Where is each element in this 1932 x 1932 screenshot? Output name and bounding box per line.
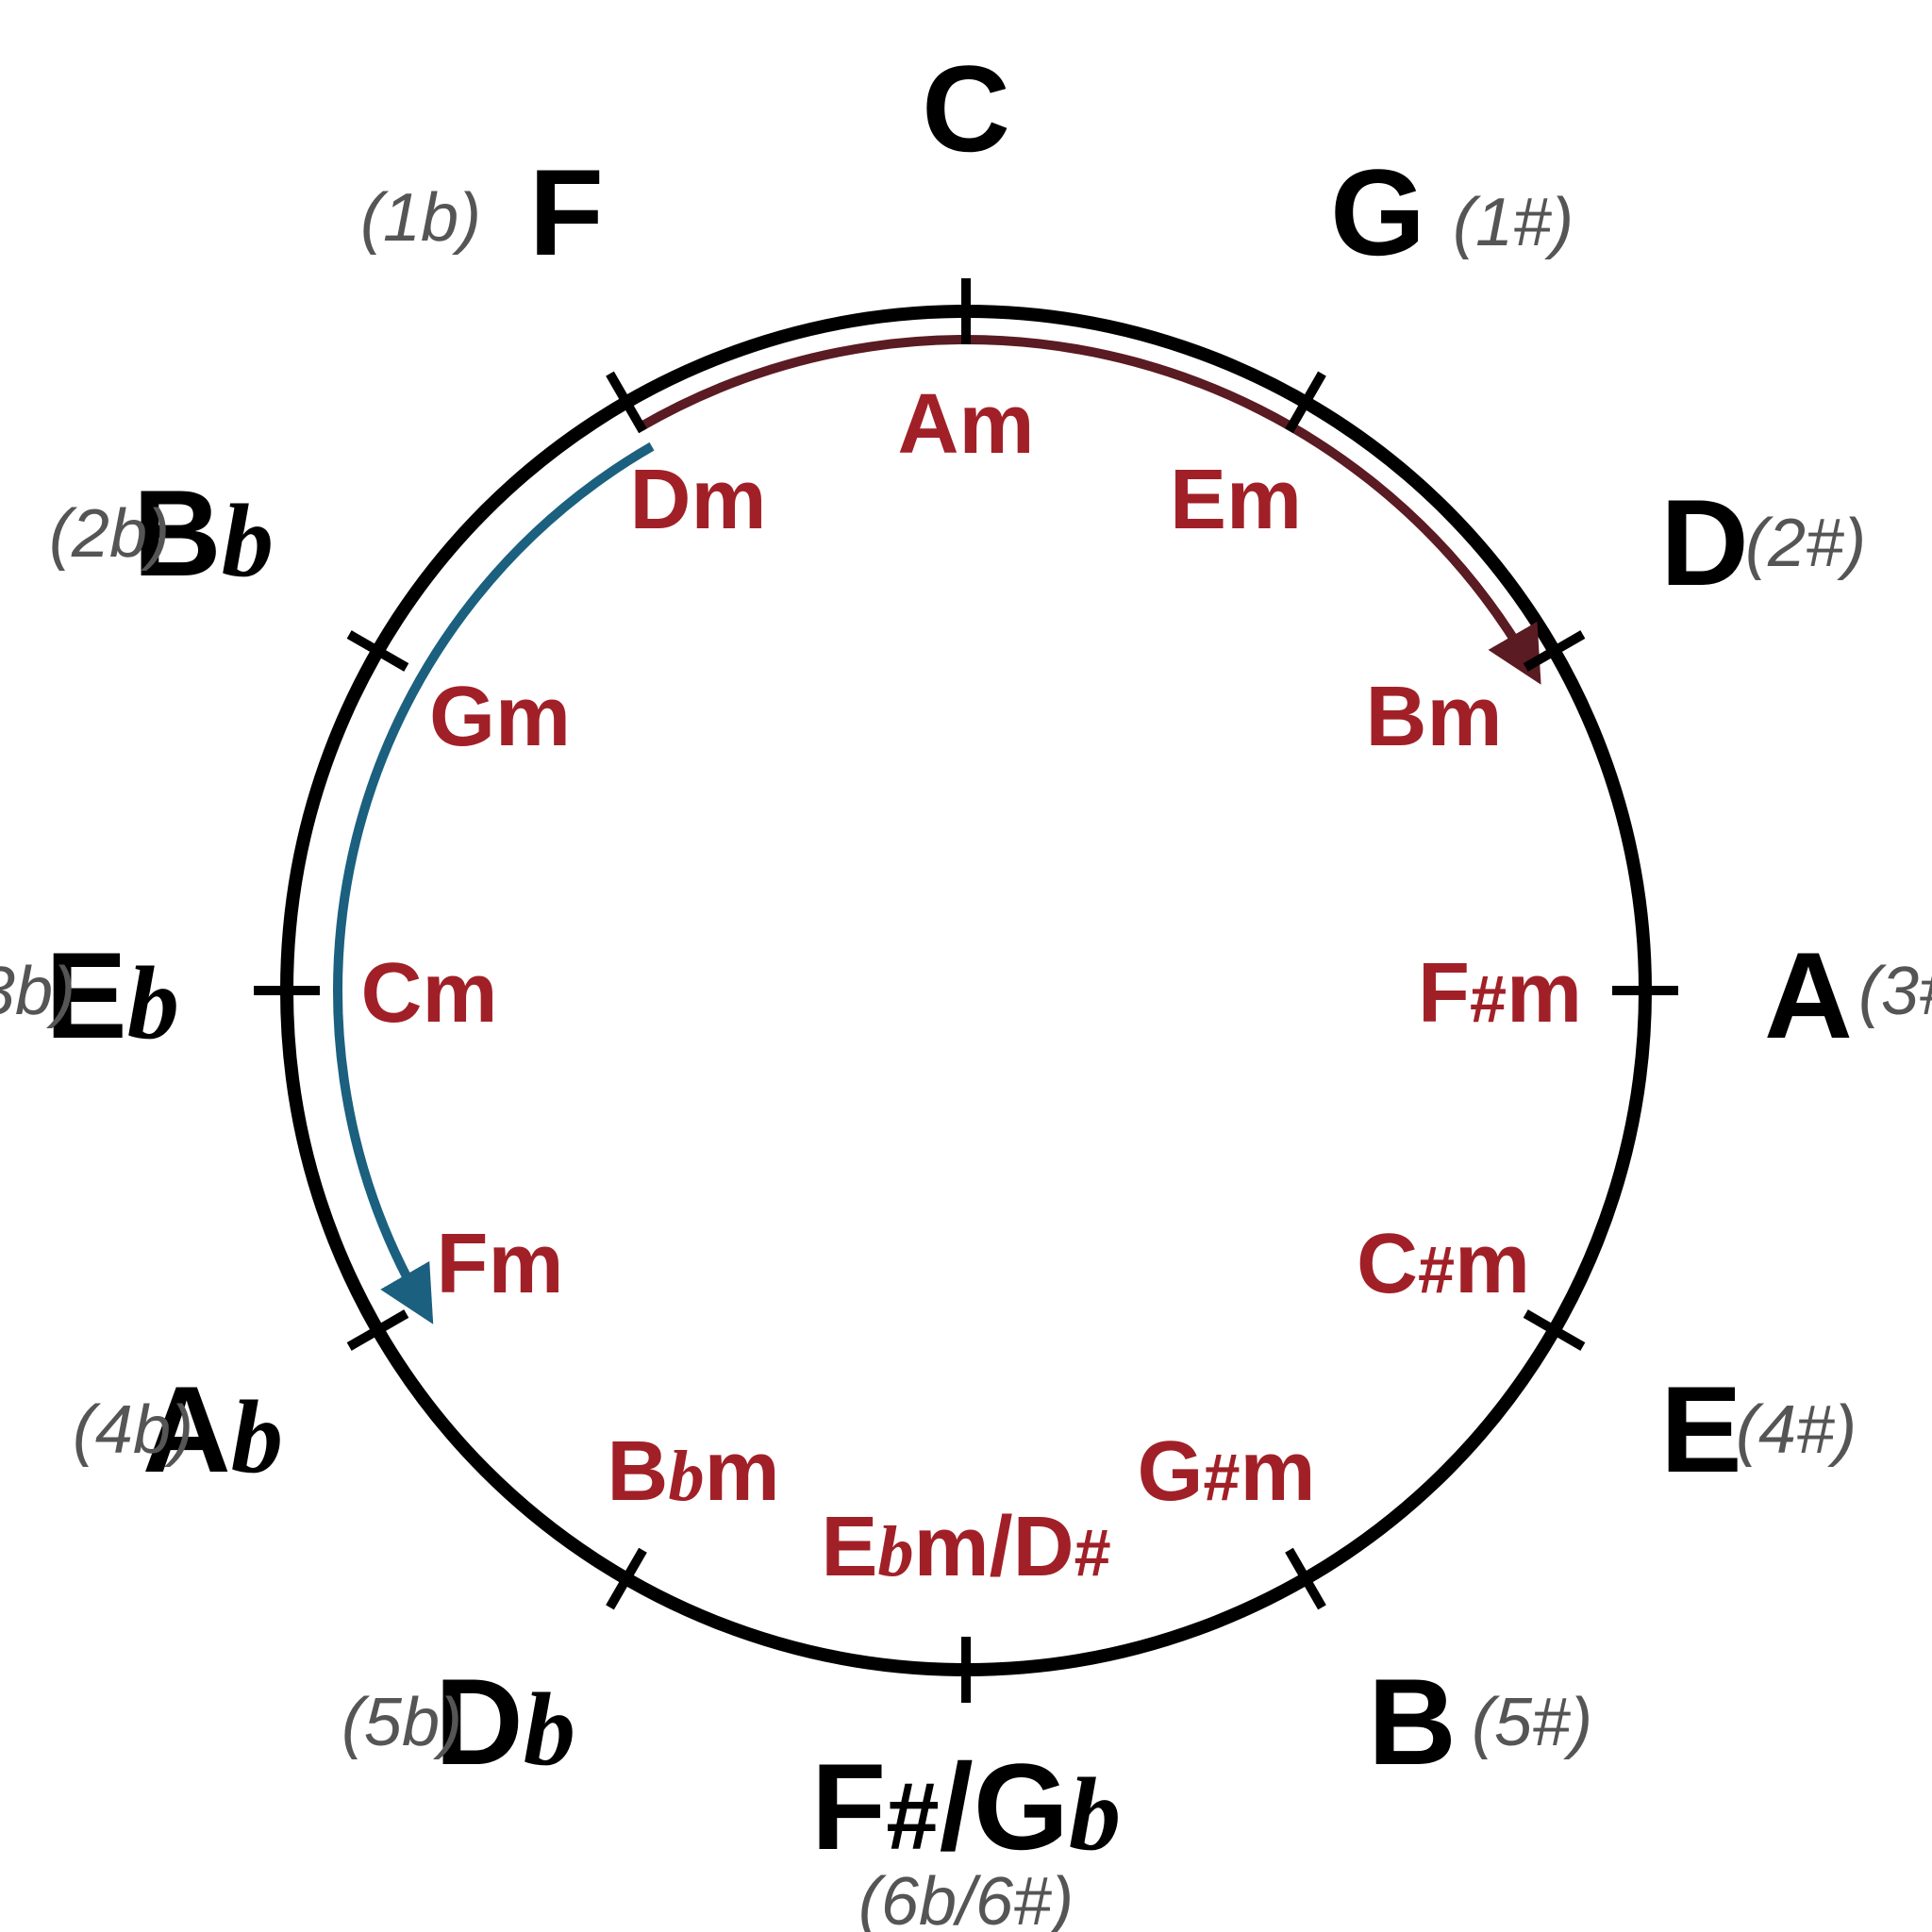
minor-key-label: Bm [1365, 670, 1502, 764]
minor-key-label: C#m [1357, 1217, 1530, 1311]
minor-key-labels: Am Em Bm F#m C#m G#m Ebm/D# Bbm Fm Cm Gm Dm [360, 377, 1582, 1594]
minor-key-label: G#m [1137, 1424, 1315, 1519]
major-key-label: G [1330, 143, 1425, 281]
major-key-label: F [529, 143, 604, 281]
sharps-direction-arc [641, 340, 1530, 665]
accidental-count-label: (6b/6#) [858, 1864, 1074, 1932]
minor-key-label: Fm [437, 1217, 564, 1311]
accidental-count-label: (3#) [1858, 954, 1932, 1029]
circle-of-fifths-diagram: CGDAEBF#/GbDbAbEbBbF AmEmBmF#mC#mG#mEbm/… [0, 0, 1932, 1932]
minor-key-label: Gm [429, 670, 571, 764]
minor-key-label: Dm [629, 453, 766, 547]
accidental-count-label: (5b) [341, 1685, 462, 1760]
major-key-label: E [1660, 1360, 1742, 1498]
major-key-label: D [1660, 474, 1749, 611]
flats-direction-arc [338, 446, 652, 1305]
accidental-count-label: (3b) [0, 954, 75, 1029]
accidental-count-label: (1#) [1453, 185, 1574, 260]
accidental-count-label: (1b) [360, 180, 481, 256]
accidental-count-label: (4b) [73, 1392, 193, 1468]
accidental-count-label: (2#) [1745, 506, 1866, 581]
minor-key-label: Em [1170, 453, 1302, 547]
major-key-label: F#/Gb [811, 1738, 1121, 1875]
major-key-label: C [922, 40, 1010, 177]
accidental-count-label: (5#) [1472, 1685, 1592, 1760]
minor-key-label: Bbm [607, 1424, 779, 1519]
minor-key-label: F#m [1418, 946, 1582, 1041]
minor-key-label: Cm [360, 946, 497, 1041]
major-key-label: B [1368, 1653, 1457, 1790]
minor-key-label: Am [897, 377, 1034, 472]
minor-key-label: Ebm/D# [821, 1500, 1110, 1594]
accidental-count-label: (2b) [49, 496, 170, 572]
accidental-count-label: (4#) [1736, 1392, 1857, 1468]
major-key-label: A [1764, 926, 1853, 1064]
